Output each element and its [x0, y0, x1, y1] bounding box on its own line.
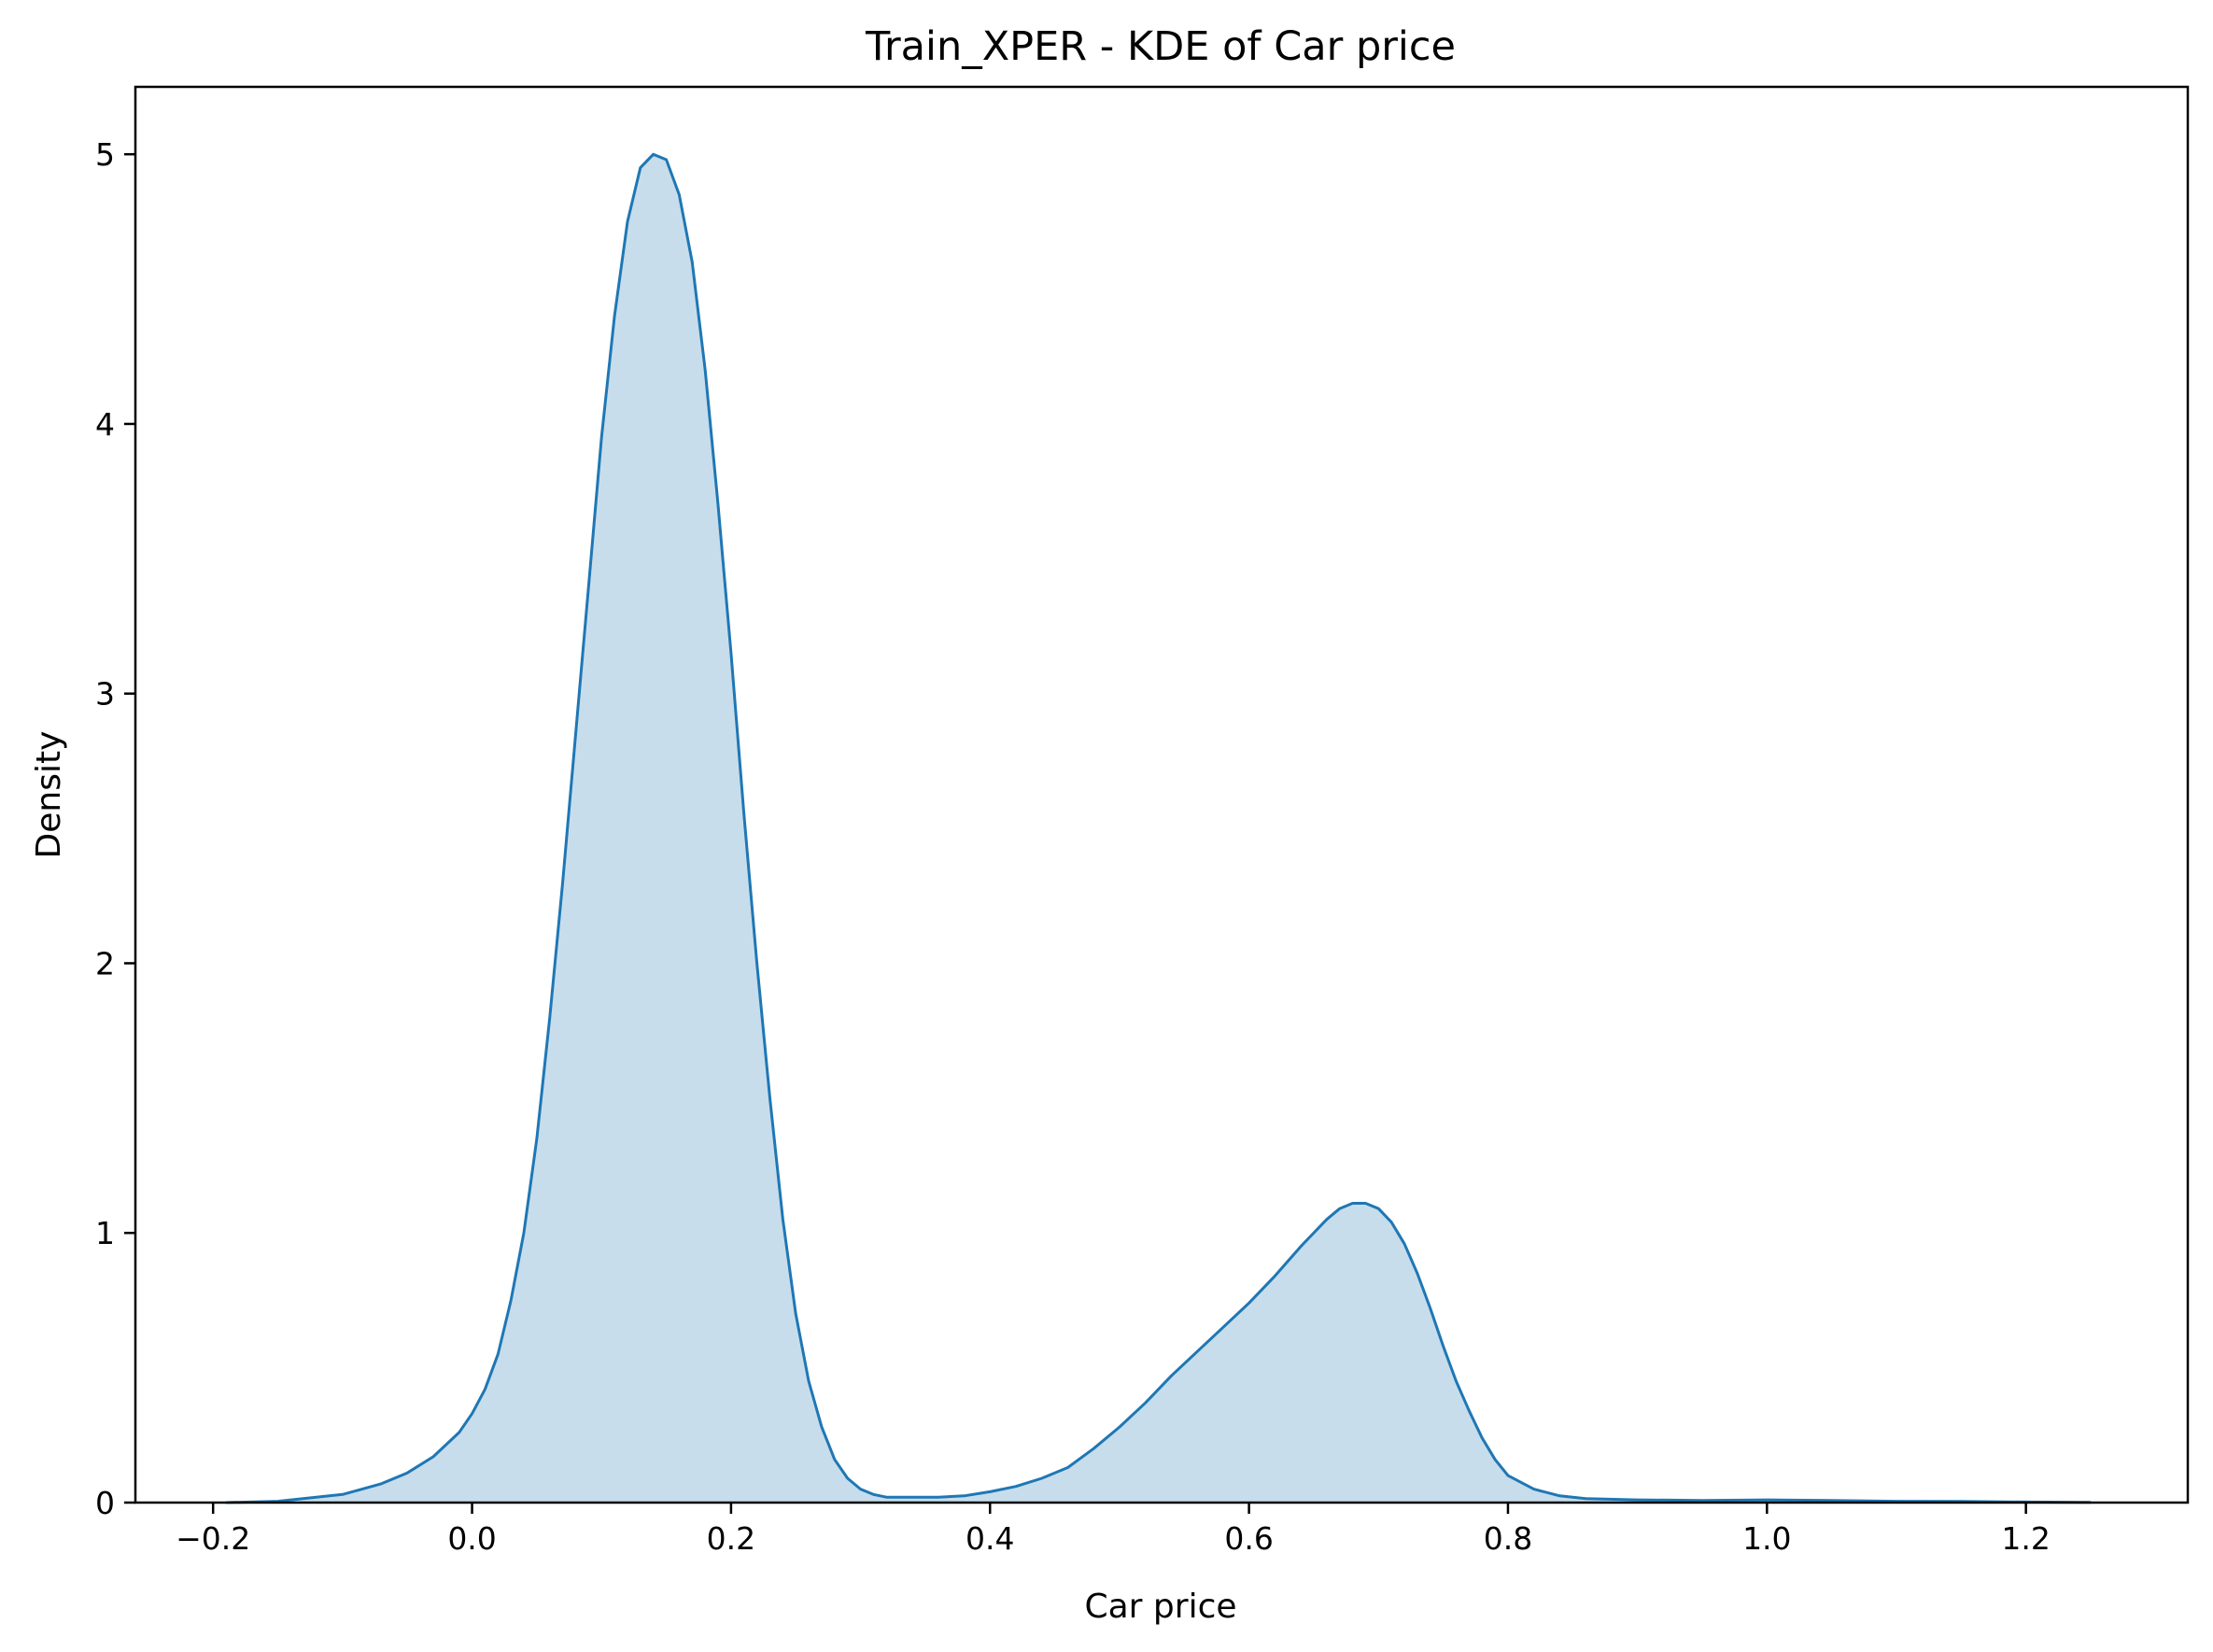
x-tick-label: 0.6: [1224, 1520, 1273, 1557]
y-tick-label: 3: [95, 676, 115, 713]
x-tick-label: 0.2: [707, 1520, 755, 1557]
kde-line-0: [226, 152, 2092, 1504]
x-tick-label: 1.2: [2001, 1520, 2050, 1557]
y-tick-label: 0: [95, 1485, 115, 1521]
x-tick-label: 1.0: [1742, 1520, 1791, 1557]
y-axis: 0 1 2 3 4 5: [95, 136, 135, 1521]
chart-title: Train_XPER - KDE of Car price: [865, 23, 1456, 70]
y-tick-label: 2: [95, 945, 115, 981]
y-tick-label: 1: [95, 1215, 115, 1251]
y-tick-label: 5: [95, 136, 115, 173]
x-axis-label: Car price: [1084, 1588, 1236, 1626]
x-tick-label: 0.4: [966, 1520, 1014, 1557]
x-tick-label: −0.2: [176, 1520, 250, 1557]
plot-area: [226, 152, 2092, 1504]
y-tick-label: 4: [95, 406, 115, 443]
x-axis: −0.2 0.0 0.2 0.4 0.6 0.8 1.0 1.2: [176, 1503, 2051, 1557]
kde-area-0: [226, 154, 2092, 1504]
x-tick-label: 0.0: [447, 1520, 496, 1557]
axes-frame: [134, 85, 2190, 1504]
x-tick-label: 0.8: [1484, 1520, 1532, 1557]
y-axis-label: Density: [30, 731, 68, 859]
